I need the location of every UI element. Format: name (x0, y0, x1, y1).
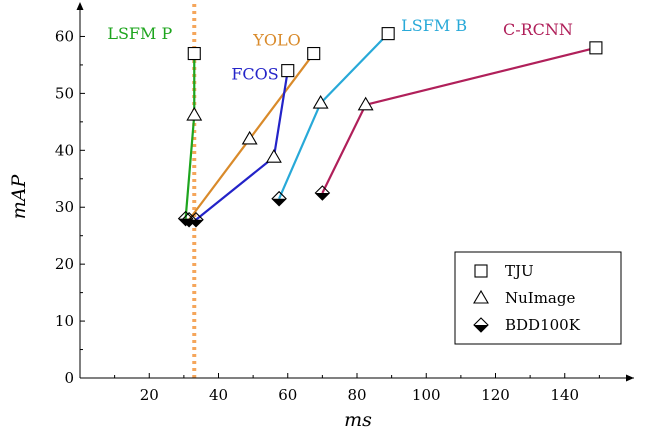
diamond-bottom-half (188, 219, 203, 227)
data-point (265, 149, 282, 163)
diamond-outline (271, 190, 287, 207)
series-line (278, 32, 389, 200)
x-tick-label: 80 (347, 386, 366, 404)
series-label: LSFM P (107, 24, 172, 43)
y-axis-title: mAP (8, 174, 30, 220)
data-point (187, 46, 201, 61)
diamond-outline (314, 185, 331, 201)
y-tick-label: 40 (55, 141, 74, 159)
y-tick-label: 0 (64, 369, 74, 387)
x-tick-label: 120 (481, 386, 510, 404)
diamond-outline (188, 211, 204, 228)
data-point (281, 64, 295, 78)
x-tick-label: 20 (140, 386, 159, 404)
data-point (312, 94, 329, 109)
y-tick-label: 30 (55, 198, 74, 216)
legend-label: NuImage (505, 289, 575, 307)
data-point (307, 46, 321, 61)
diamond-outline (473, 317, 489, 333)
y-tick-label: 20 (55, 255, 74, 273)
y-tick-label: 60 (55, 27, 74, 45)
legend-marker (474, 264, 488, 278)
y-tick-label: 10 (55, 312, 74, 330)
legend-marker (473, 289, 489, 304)
diamond-outline (177, 210, 194, 227)
series-label: FCOS (231, 64, 278, 83)
y-tick-label: 50 (55, 84, 74, 102)
series-labels: LSFM P YOLO FCOS LSFM B C-RCNN (107, 16, 573, 83)
legend-label: TJU (505, 262, 534, 280)
data-point (188, 211, 204, 228)
diamond-bottom-half (315, 193, 330, 200)
x-tick-label: 100 (412, 386, 441, 404)
axes: ms mAP 20 40 60 80 100 120 140 0 10 20 30 40 50 60 (8, 2, 634, 431)
legend-label: BDD100K (505, 316, 581, 334)
x-tick-label: 60 (278, 386, 297, 404)
series-label: YOLO (252, 30, 300, 49)
legend: TJU NuImage BDD100K (454, 251, 622, 345)
legend-marker (473, 317, 489, 333)
data-point (357, 96, 374, 111)
x-tick-label: 40 (209, 386, 228, 404)
series-lines (184, 32, 597, 221)
data-point (241, 130, 258, 145)
data-point (186, 106, 203, 121)
series-markers (177, 27, 603, 228)
diamond-bottom-half (272, 198, 287, 206)
series-label: LSFM B (401, 16, 467, 35)
data-point (381, 27, 395, 41)
x-tick-label: 140 (550, 386, 579, 404)
series-label: C-RCNN (503, 20, 573, 39)
x-axis-arrow (626, 374, 634, 382)
data-point (314, 185, 331, 201)
data-point (589, 41, 603, 55)
y-axis-arrow (76, 2, 84, 10)
diamond-bottom-half (474, 325, 488, 332)
x-axis-title: ms (344, 409, 372, 431)
data-point (271, 190, 287, 207)
diamond-outline (181, 211, 197, 228)
series-line (321, 46, 597, 194)
